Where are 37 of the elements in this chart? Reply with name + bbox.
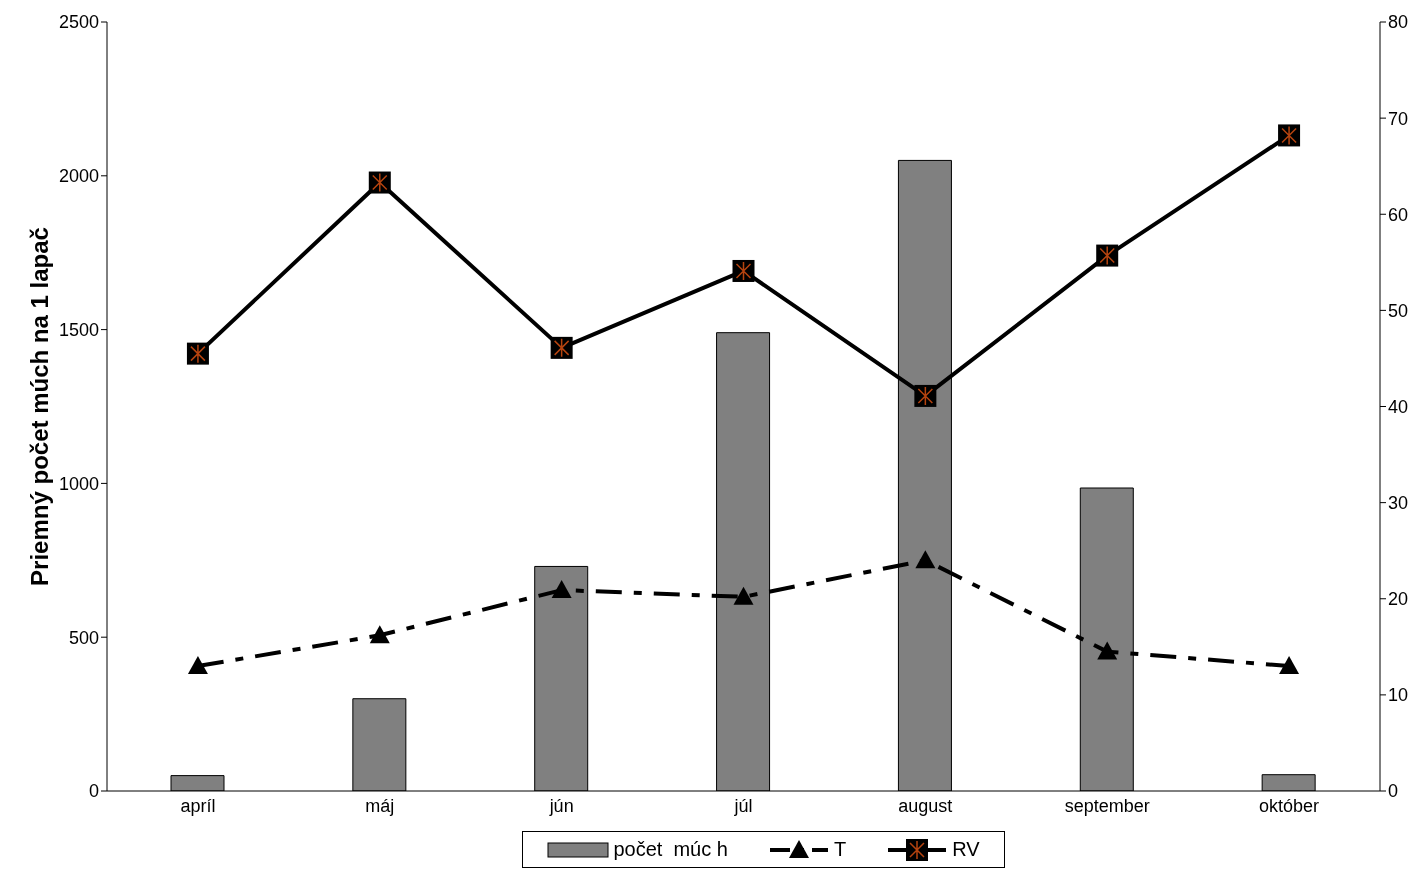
point: [1097, 641, 1118, 660]
x-tick-label: máj: [365, 795, 395, 816]
y-tick-label: 0: [88, 781, 99, 802]
y-tick-label: 2500: [58, 12, 99, 33]
point: [368, 171, 391, 194]
legend-label: T: [832, 838, 847, 861]
y2-tick-label: 30: [1388, 493, 1409, 514]
legend-label: počet múc h: [612, 838, 728, 861]
y2-tick-label: 40: [1388, 396, 1409, 417]
x-tick-label: október: [1259, 795, 1320, 816]
y2-tick-label: 50: [1388, 300, 1409, 321]
x-tick-label: júl: [733, 795, 753, 816]
y2-tick-label: 10: [1388, 685, 1409, 706]
point: [186, 342, 209, 365]
y2-tick-label: 20: [1388, 589, 1409, 610]
y-axis-title: Priemný počet múch na 1 lapač: [25, 227, 53, 586]
y2-tick-label: 60: [1388, 204, 1409, 225]
point: [369, 625, 390, 644]
y-tick-label: 500: [68, 627, 99, 648]
x-tick-label: jún: [548, 795, 574, 816]
x-tick-label: september: [1064, 795, 1150, 816]
y2-tick-label: 80: [1388, 12, 1409, 33]
point: [733, 586, 754, 605]
y-tick-label: 1000: [58, 473, 99, 494]
point: [551, 580, 572, 599]
point: [1096, 244, 1119, 267]
y2-tick-label: 0: [1388, 781, 1399, 802]
y-tick-label: 2000: [58, 166, 99, 187]
x-tick-label: apríl: [180, 795, 216, 816]
point: [1278, 124, 1301, 147]
x-tick-label: august: [898, 795, 953, 816]
point: [187, 656, 208, 675]
point: [1279, 656, 1300, 675]
legend-label: RV: [951, 838, 980, 861]
y2-tick-label: 70: [1388, 108, 1409, 129]
point: [915, 550, 936, 569]
y-tick-label: 1500: [58, 319, 99, 340]
